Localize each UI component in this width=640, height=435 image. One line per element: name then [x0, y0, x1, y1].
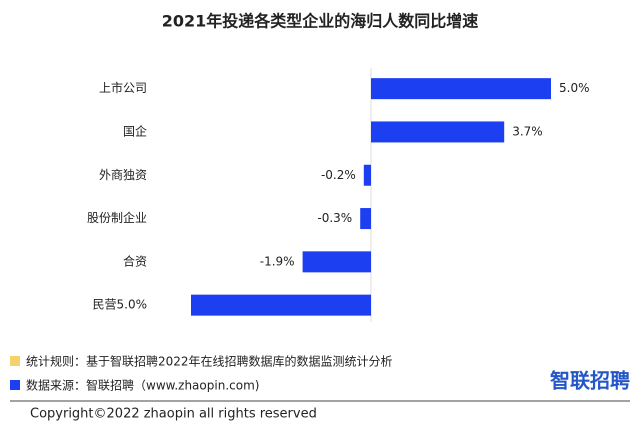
copyright: Copyright©2022 zhaopin all rights reserv…	[30, 407, 317, 422]
y-tick-label: 合资	[123, 253, 147, 268]
footnote: 数据来源：智联招聘（www.zhaopin.com)	[26, 378, 259, 393]
y-tick-label: 上市公司	[99, 80, 147, 95]
y-tick-label: 民营5.0%	[93, 298, 148, 312]
value-label: -0.2%	[321, 168, 356, 182]
footnote: 统计规则：基于智联招聘2022年在线招聘数据库的数据监测统计分析	[26, 354, 393, 369]
value-label: -1.9%	[260, 254, 295, 268]
bar	[363, 164, 371, 186]
bar	[360, 208, 371, 230]
bar	[371, 78, 551, 100]
bar	[302, 251, 371, 273]
legend-swatch	[10, 380, 20, 390]
legend-swatch	[10, 356, 20, 366]
y-tick-label: 股份制企业	[87, 210, 147, 225]
bar	[371, 121, 505, 143]
chart-title: 2021年投递各类型企业的海归人数同比增速	[162, 12, 479, 31]
bar	[191, 294, 371, 316]
logo: 智联招聘	[550, 369, 630, 393]
value-label: 3.7%	[512, 124, 543, 138]
value-label: -0.3%	[317, 211, 352, 225]
y-tick-label: 外商独资	[99, 167, 147, 182]
value-label: 5.0%	[559, 81, 590, 95]
y-tick-label: 国企	[123, 123, 147, 138]
